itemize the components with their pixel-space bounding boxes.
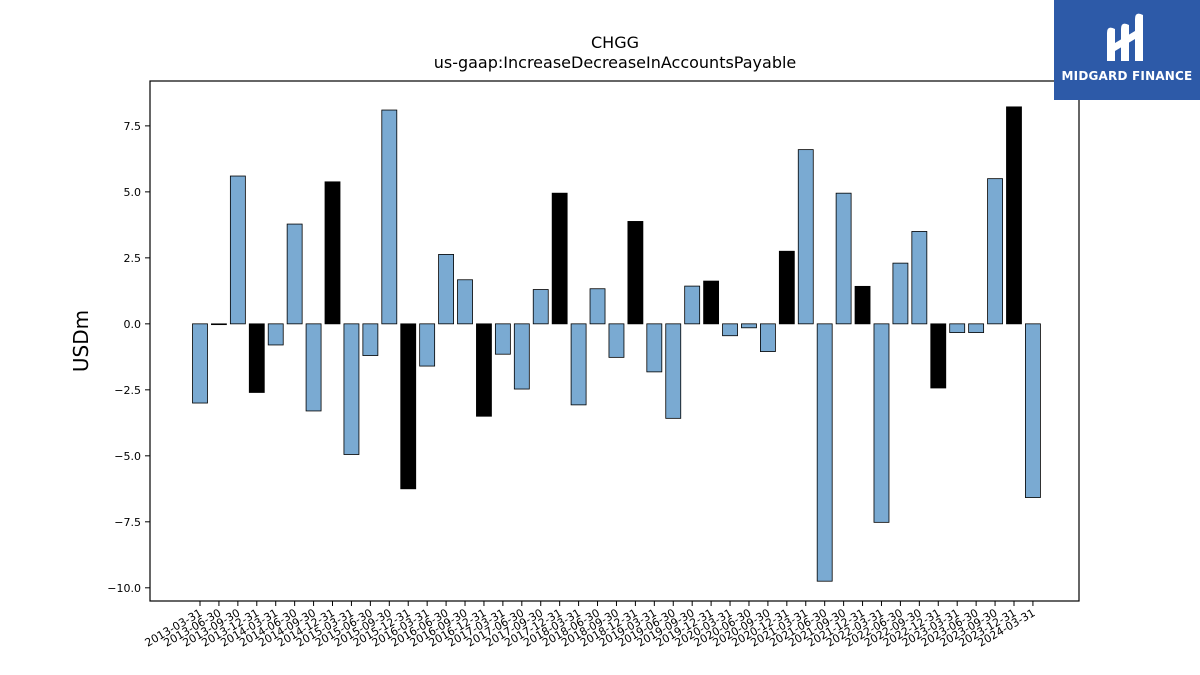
midgard-logo-icon (1107, 13, 1143, 62)
logo-text: MIDGARD FINANCE (1061, 69, 1193, 83)
bar-2013-12-31 (248, 323, 265, 393)
bar-2020-03-31 (722, 323, 738, 337)
bar-2021-03-31 (797, 149, 814, 325)
bar-2021-06-30 (816, 323, 833, 582)
bar-2023-09-30 (987, 178, 1003, 325)
bar-2023-06-30 (968, 323, 985, 333)
bar-2018-09-30 (608, 323, 625, 358)
bar-2015-12-31 (400, 323, 417, 490)
bar-2015-09-30 (381, 109, 398, 325)
bar-2019-09-30 (684, 285, 701, 325)
bar-2022-09-30 (911, 231, 928, 325)
y-tick-label: −7.5 (114, 516, 141, 529)
bar-2023-12-31 (1006, 106, 1022, 325)
bar-2013-06-30 (211, 323, 227, 326)
y-tick-label: 5.0 (124, 186, 142, 199)
bar-2018-06-30 (589, 288, 606, 325)
bar-2020-06-30 (741, 323, 757, 329)
y-tick-label: −2.5 (114, 384, 141, 397)
y-tick-label: 7.5 (124, 120, 142, 133)
y-ticks: −10.0 −7.5 −5.0 −2.5 0.0 2.5 5.0 7.5 (107, 120, 150, 595)
bar-2017-09-30 (532, 289, 549, 325)
bar-2021-09-30 (835, 192, 852, 325)
bars-group (192, 106, 1041, 582)
bar-2018-03-31 (570, 323, 587, 406)
y-tick-label: −10.0 (107, 582, 141, 595)
bar-2014-12-31 (324, 181, 341, 325)
bar-2019-03-31 (646, 323, 663, 373)
bar-2013-09-30 (229, 175, 246, 325)
y-tick-label: −5.0 (114, 450, 141, 463)
bar-2017-06-30 (513, 323, 530, 390)
bar-2019-12-31 (703, 280, 720, 325)
bar-2014-06-30 (286, 223, 303, 325)
bar-2022-03-31 (873, 323, 890, 523)
bar-2017-03-31 (494, 323, 511, 355)
bar-2020-12-31 (778, 250, 795, 325)
bar-2023-03-31 (949, 323, 966, 333)
y-tick-label: 0.0 (124, 318, 142, 331)
bar-2018-12-31 (627, 221, 644, 325)
bar-2024-03-31 (1025, 323, 1041, 498)
bar-2015-03-31 (343, 323, 360, 455)
bar-2015-06-30 (362, 323, 379, 356)
bar-2016-12-31 (476, 323, 492, 417)
plot-frame (149, 80, 1080, 602)
bar-2019-06-30 (665, 323, 682, 419)
bar-2013-03-31 (192, 323, 208, 404)
x-ticks: 2013-03-312013-06-302013-09-302013-12-31… (143, 601, 1037, 650)
chart-subtitle: us-gaap:IncreaseDecreaseInAccountsPayabl… (434, 53, 797, 72)
bar-2016-03-31 (419, 323, 436, 367)
bar-2014-09-30 (305, 323, 322, 412)
bar-2022-06-30 (892, 262, 909, 325)
y-tick-label: 2.5 (124, 252, 142, 265)
y-axis-label: USDm (69, 310, 93, 372)
bar-2021-12-31 (854, 285, 871, 325)
bar-2016-09-30 (457, 279, 473, 325)
bar-2022-12-31 (930, 323, 947, 389)
bar-2017-12-31 (551, 192, 568, 325)
chart-title: CHGG (591, 33, 639, 52)
midgard-finance-logo: MIDGARD FINANCE (1054, 0, 1200, 100)
bar-2020-09-30 (760, 323, 776, 352)
bar-2016-06-30 (438, 254, 454, 325)
bar-2014-03-31 (267, 323, 284, 346)
